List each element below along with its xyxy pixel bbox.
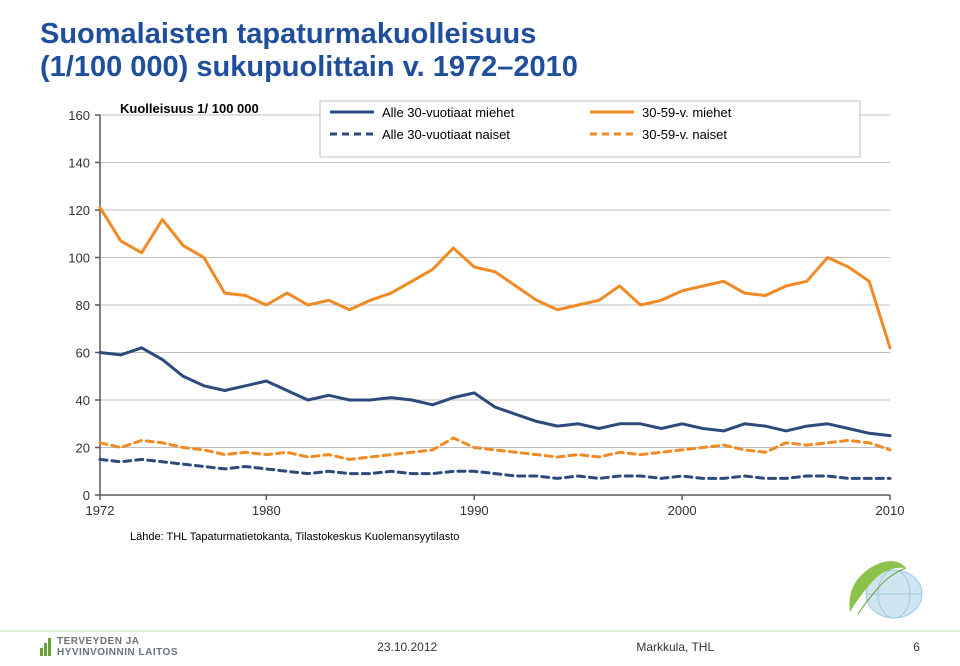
footer-page: 6 bbox=[913, 640, 920, 654]
svg-text:Kuolleisuus 1/ 100 000: Kuolleisuus 1/ 100 000 bbox=[120, 101, 259, 116]
chart-title: Suomalaisten tapaturmakuolleisuus (1/100… bbox=[40, 18, 920, 85]
svg-text:0: 0 bbox=[83, 488, 90, 503]
footer-credits: Markkula, THL bbox=[636, 640, 714, 654]
org-bars-icon bbox=[40, 638, 51, 656]
svg-text:1990: 1990 bbox=[460, 503, 489, 518]
svg-text:140: 140 bbox=[68, 155, 90, 170]
source-citation: Lähde: THL Tapaturmatietokanta, Tilastok… bbox=[130, 531, 920, 543]
svg-text:160: 160 bbox=[68, 108, 90, 123]
org-logo: TERVEYDEN JA HYVINVOINNIN LAITOS bbox=[40, 636, 178, 658]
title-line1: Suomalaisten tapaturmakuolleisuus bbox=[40, 18, 536, 50]
svg-text:Alle 30-vuotiaat naiset: Alle 30-vuotiaat naiset bbox=[382, 127, 510, 142]
footer-date: 23.10.2012 bbox=[377, 640, 437, 654]
leaf-globe-icon bbox=[844, 554, 928, 624]
svg-text:40: 40 bbox=[76, 393, 90, 408]
svg-text:Alle 30-vuotiaat miehet: Alle 30-vuotiaat miehet bbox=[382, 105, 515, 120]
svg-text:2010: 2010 bbox=[876, 503, 905, 518]
org-line2: HYVINVOINNIN LAITOS bbox=[57, 647, 178, 658]
svg-text:30-59-v. miehet: 30-59-v. miehet bbox=[642, 105, 732, 120]
title-line2: (1/100 000) sukupuolittain v. 1972–2010 bbox=[40, 51, 578, 83]
svg-text:120: 120 bbox=[68, 203, 90, 218]
footer-divider bbox=[0, 630, 960, 632]
org-line1: TERVEYDEN JA bbox=[57, 636, 178, 647]
svg-text:100: 100 bbox=[68, 250, 90, 265]
svg-text:60: 60 bbox=[76, 345, 90, 360]
svg-text:1980: 1980 bbox=[252, 503, 281, 518]
svg-text:30-59-v. naiset: 30-59-v. naiset bbox=[642, 127, 727, 142]
mortality-chart: 0 20 40 60 80 100 120 140 160 1972 1980 1990 2000 201… bbox=[40, 95, 920, 543]
svg-text:1972: 1972 bbox=[86, 503, 115, 518]
svg-text:20: 20 bbox=[76, 440, 90, 455]
svg-text:80: 80 bbox=[76, 298, 90, 313]
footer: TERVEYDEN JA HYVINVOINNIN LAITOS 23.10.2… bbox=[0, 636, 960, 658]
svg-text:2000: 2000 bbox=[668, 503, 697, 518]
